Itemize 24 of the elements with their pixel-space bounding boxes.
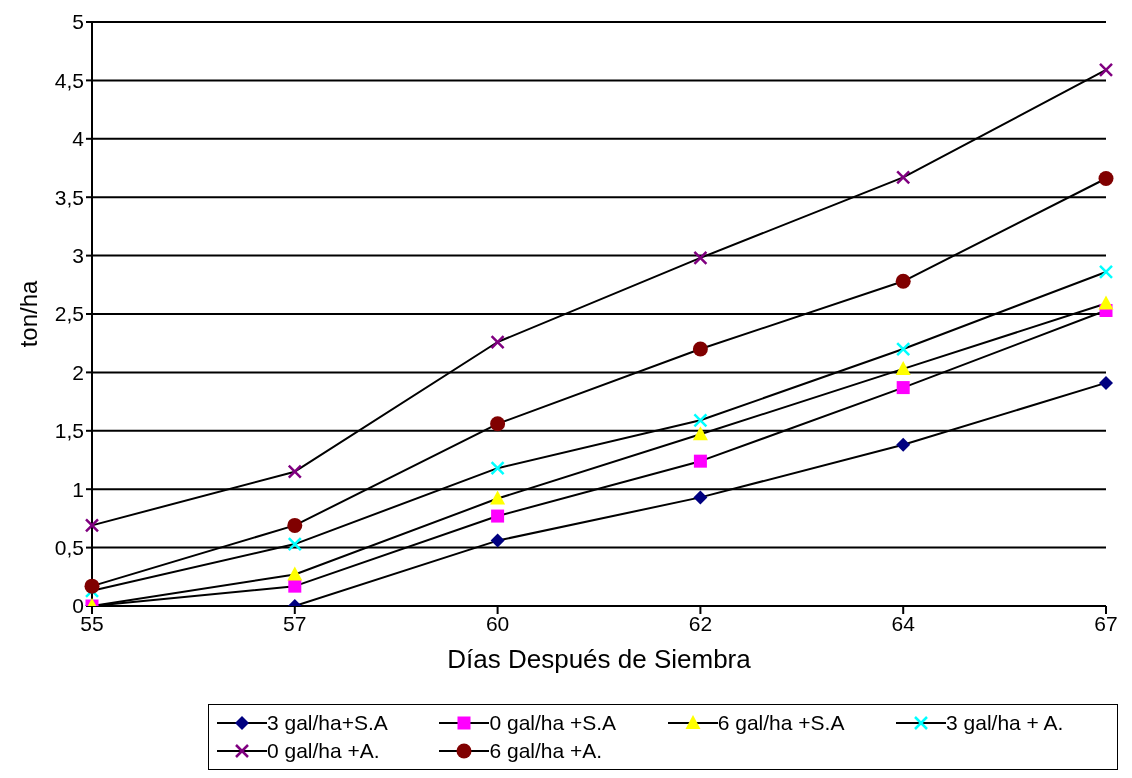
y-tick-label: 4,5	[54, 68, 84, 92]
y-tick-label: 1	[72, 477, 84, 501]
y-axis-title: ton/ha	[14, 279, 42, 348]
legend-label: 0 gal/ha +A.	[267, 739, 380, 763]
x-tick-label: 60	[485, 611, 510, 635]
y-tick-label: 3,5	[54, 185, 84, 209]
x-tick-label: 67	[1094, 611, 1118, 635]
y-tick-label: 3	[72, 244, 84, 268]
legend-label: 6 gal/ha +A.	[489, 739, 603, 763]
legend-label: 0 gal/ha +S.A	[489, 711, 617, 735]
legend-label: 3 gal/ha + A.	[946, 711, 1064, 735]
x-axis-title: Días Después de Siembra	[447, 644, 752, 675]
y-tick-label: 4	[72, 127, 85, 151]
legend-label: 3 gal/ha+S.A	[267, 711, 388, 735]
x-tick-label: 62	[688, 611, 713, 635]
y-tick-label: 0	[72, 594, 84, 618]
y-tick-label: 2	[72, 360, 84, 384]
legend-label: 6 gal/ha +S.A	[717, 711, 845, 735]
x-tick-label: 57	[283, 611, 307, 635]
y-tick-label: 5	[72, 10, 84, 34]
y-tick-label: 0,5	[54, 536, 84, 560]
y-tick-label: 1,5	[54, 419, 84, 443]
y-tick-label: 2,5	[54, 302, 84, 326]
x-tick-label: 64	[891, 611, 916, 635]
